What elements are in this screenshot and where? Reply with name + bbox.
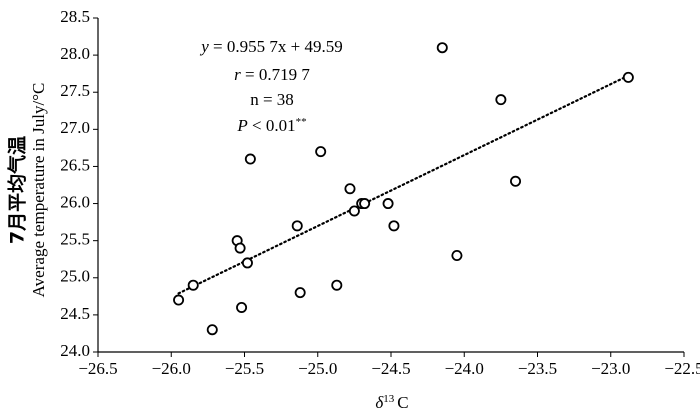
data-point: [622, 71, 634, 83]
data-point: [291, 220, 303, 232]
y-tick-label: 28.0: [60, 44, 90, 63]
trendline-group: [177, 74, 630, 295]
x-axis-label-unit: C: [397, 393, 408, 412]
data-point: [294, 287, 306, 299]
y-tick-label: 24.5: [60, 304, 90, 323]
data-point: [451, 250, 463, 262]
data-point: [382, 198, 394, 210]
y-ticks: 24.0 24.5 25.0 25.5 26.0 26.5 27.0 27.5 28.0 28.5: [60, 7, 98, 360]
data-point: [206, 324, 218, 336]
data-point: [244, 153, 256, 165]
data-points: [173, 42, 634, 336]
data-point: [510, 175, 522, 187]
x-axis-label: δ13 C: [375, 393, 408, 412]
x-ticks: −26.5 −26.0 −25.5 −25.0 −24.5 −24.0 −23.5 −23.0…: [78, 352, 700, 378]
y-axis-label-cn: 7月平均气温: [6, 136, 29, 244]
x-tick-label: −24.5: [371, 359, 410, 378]
y-tick-label: 25.5: [60, 230, 90, 249]
r-lhs: r: [234, 65, 241, 84]
x-tick-label: −26.5: [78, 359, 117, 378]
data-point: [388, 220, 400, 232]
equation-rhs: = 0.955 7x + 49.59: [209, 37, 343, 56]
y-tick-label: 27.5: [60, 81, 90, 100]
data-point: [234, 242, 246, 254]
equation-annotation: y = 0.955 7x + 49.59: [199, 37, 342, 56]
x-tick-label: −25.5: [225, 359, 264, 378]
x-tick-label: −24.0: [445, 359, 484, 378]
data-point: [348, 205, 360, 217]
data-point: [359, 198, 371, 210]
y-tick-label: 28.5: [60, 7, 90, 26]
r-rhs: = 0.719 7: [241, 65, 311, 84]
data-point: [331, 279, 343, 291]
x-tick-label: −25.0: [298, 359, 337, 378]
y-tick-label: 24.0: [60, 341, 90, 360]
data-point: [241, 257, 253, 269]
trendline: [177, 74, 630, 295]
x-tick-label: −22.5: [664, 359, 700, 378]
equation-lhs: y: [199, 37, 209, 56]
n-annotation: n = 38: [250, 90, 294, 109]
data-point: [436, 42, 448, 54]
y-tick-label: 25.0: [60, 267, 90, 286]
x-tick-label: −23.5: [518, 359, 557, 378]
y-tick-label: 27.0: [60, 118, 90, 137]
data-point: [315, 146, 327, 158]
x-axis-label-symbol: δ: [375, 393, 384, 412]
x-axis-label-sup: 13: [383, 393, 395, 405]
p-sup: **: [296, 116, 307, 128]
y-tick-label: 26.0: [60, 192, 90, 211]
y-tick-label: 26.5: [60, 155, 90, 174]
x-tick-label: −23.0: [591, 359, 630, 378]
data-point: [236, 301, 248, 313]
x-tick-label: −26.0: [152, 359, 191, 378]
p-lhs: P: [236, 116, 247, 135]
p-rhs: < 0.01: [248, 116, 296, 135]
data-point: [173, 294, 185, 306]
data-point: [344, 183, 356, 195]
p-annotation: P < 0.01**: [236, 116, 306, 135]
data-point: [495, 94, 507, 106]
r-annotation: r = 0.719 7: [234, 65, 310, 84]
y-axis-label-en: Average temperature in July/°C: [29, 83, 48, 298]
data-point: [187, 279, 199, 291]
